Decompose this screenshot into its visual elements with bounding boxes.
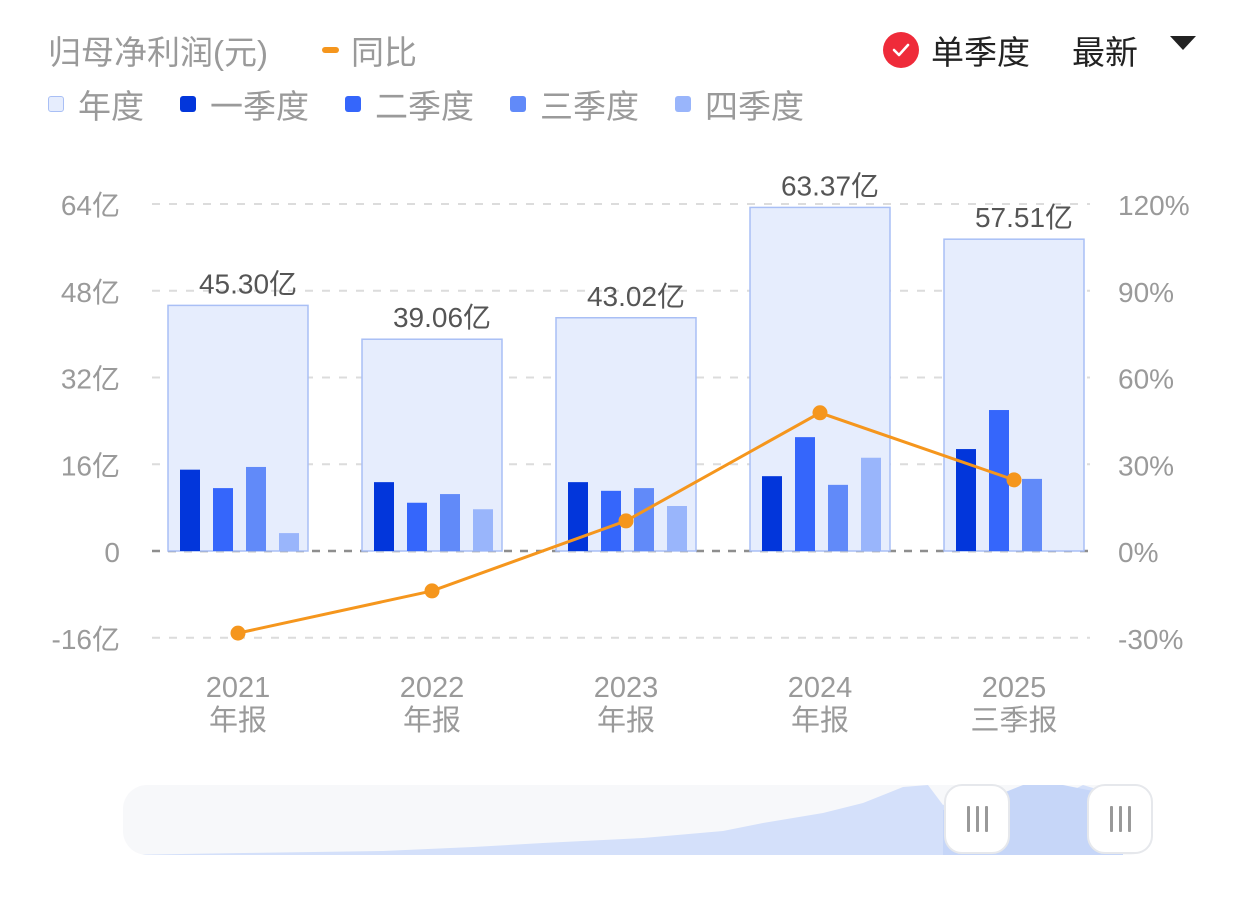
quarter-bar[interactable]: [246, 466, 266, 551]
quarter-bar[interactable]: [667, 505, 687, 551]
x-tick-period: 三季报: [970, 704, 1057, 737]
legend-swatch: [510, 96, 526, 112]
y-tick-left: 64亿: [61, 190, 120, 221]
quarter-bar[interactable]: [601, 490, 621, 551]
quarter-bar[interactable]: [180, 469, 200, 551]
x-tick-year: 2022: [400, 672, 465, 704]
legend-label: 二季度: [375, 88, 474, 125]
annual-bar-label: 45.30亿: [199, 268, 297, 299]
quarter-bar[interactable]: [989, 410, 1009, 551]
y-tick-right: 30%: [1118, 450, 1174, 481]
chart-title: 归母净利润(元): [48, 34, 268, 71]
legend-item[interactable]: 一季度: [180, 80, 309, 128]
legend-swatch: [48, 96, 64, 112]
single-quarter-label[interactable]: 单季度: [931, 34, 1030, 71]
y-tick-left: 16亿: [61, 450, 120, 481]
slider-handle-right[interactable]: [1087, 784, 1153, 854]
checkmark-icon: [892, 43, 910, 57]
annual-bar-label: 39.06亿: [393, 302, 491, 333]
quarter-bar[interactable]: [279, 533, 299, 551]
x-tick-year: 2023: [594, 672, 659, 704]
single-quarter-checkbox[interactable]: [883, 32, 919, 68]
chart-controls: 单季度 最新: [883, 26, 1196, 74]
yoy-point[interactable]: [424, 583, 440, 599]
y-tick-right: 90%: [1118, 277, 1174, 308]
dropdown-triangle-icon[interactable]: [1170, 36, 1196, 50]
legend-label: 一季度: [210, 88, 309, 125]
quarter-bar[interactable]: [473, 509, 493, 551]
legend-swatch: [675, 96, 691, 112]
legend-label: 年度: [78, 88, 144, 125]
legend-swatch: [180, 96, 196, 112]
legend: 年度 一季度 二季度 三季度 四季度: [48, 80, 840, 128]
x-tick-period: 年报: [791, 704, 849, 737]
annual-bar-label: 43.02亿: [587, 281, 685, 312]
quarter-bar[interactable]: [374, 482, 394, 551]
x-tick-year: 2021: [206, 672, 271, 704]
quarter-bar[interactable]: [568, 482, 588, 551]
quarter-bar[interactable]: [828, 484, 848, 551]
y-tick-left: 0: [104, 537, 120, 568]
quarter-bar[interactable]: [861, 457, 881, 551]
legend-item[interactable]: 二季度: [345, 80, 474, 128]
legend-swatch: [345, 96, 361, 112]
x-tick-period: 年报: [403, 704, 461, 737]
slider-handle-left[interactable]: [944, 784, 1010, 854]
quarter-bar[interactable]: [956, 449, 976, 551]
period-select[interactable]: 最新: [1072, 34, 1138, 71]
yoy-point[interactable]: [812, 405, 828, 421]
quarter-bar[interactable]: [634, 488, 654, 551]
quarter-bar[interactable]: [407, 502, 427, 551]
yoy-point[interactable]: [230, 625, 246, 641]
annual-bar-label: 63.37亿: [781, 170, 879, 201]
legend-label: 四季度: [705, 88, 804, 125]
quarter-bar[interactable]: [213, 488, 233, 551]
y-tick-right: -30%: [1118, 624, 1183, 655]
legend-item[interactable]: 四季度: [675, 80, 804, 128]
legend-yoy[interactable]: 同比: [322, 26, 417, 74]
annual-bar-label: 57.51亿: [975, 202, 1073, 233]
x-tick-year: 2025: [982, 672, 1047, 704]
quarter-bar[interactable]: [762, 476, 782, 551]
legend-item[interactable]: 年度: [48, 80, 144, 128]
x-tick-year: 2024: [788, 672, 853, 704]
chart-plot: 64亿 120% 48亿 90% 32亿 60% 16亿 30% 0 0% -16亿 -30% 45.3…: [52, 170, 1190, 737]
quarter-bar[interactable]: [440, 494, 460, 551]
yoy-point[interactable]: [618, 513, 634, 529]
x-tick-period: 年报: [597, 704, 655, 737]
x-tick-period: 年报: [209, 704, 267, 737]
legend-item[interactable]: 三季度: [510, 80, 639, 128]
quarter-bar[interactable]: [795, 437, 815, 551]
y-tick-left: -16亿: [52, 624, 120, 655]
quarter-bar[interactable]: [1022, 478, 1042, 551]
y-tick-right: 0%: [1118, 537, 1158, 568]
y-tick-right: 120%: [1118, 190, 1190, 221]
y-tick-left: 48亿: [61, 277, 120, 308]
legend-yoy-label: 同比: [351, 34, 417, 71]
y-tick-right: 60%: [1118, 364, 1174, 395]
legend-label: 三季度: [540, 88, 639, 125]
y-tick-left: 32亿: [61, 364, 120, 395]
yoy-line-swatch: [322, 47, 339, 53]
yoy-point[interactable]: [1006, 472, 1022, 488]
